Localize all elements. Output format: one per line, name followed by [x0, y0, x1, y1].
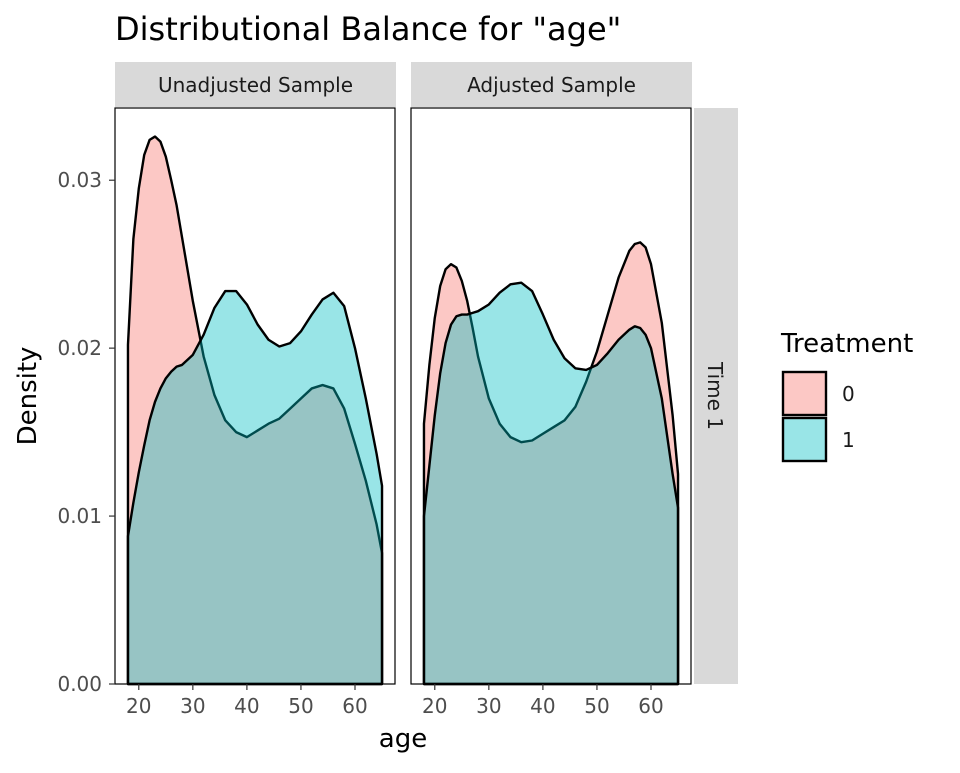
row-strip-bg	[694, 108, 738, 684]
x-tick-label: 20	[126, 694, 151, 718]
x-tick-label: 40	[234, 694, 259, 718]
x-tick-label: 60	[638, 694, 663, 718]
y-tick-label: 0.01	[57, 504, 102, 528]
strip-adjusted-label: Adjusted Sample	[467, 73, 636, 97]
legend-label-1: 1	[842, 428, 855, 452]
panel-unadjusted	[114, 107, 396, 686]
panel-border	[410, 107, 692, 685]
panel-background	[411, 108, 691, 684]
strip-unadjusted-bg	[115, 62, 396, 107]
x-axis-title: age	[379, 724, 427, 754]
y-axis-title: Density	[13, 347, 43, 446]
y-tick-label: 0.03	[57, 168, 102, 192]
x-axis-unadjusted: 20 30 40 50 60	[126, 684, 368, 718]
legend-swatch-1	[781, 416, 828, 463]
x-tick-label: 50	[584, 694, 609, 718]
x-tick-label: 60	[342, 694, 367, 718]
density-area-treatment-0	[126, 135, 384, 686]
y-tick-label: 0.02	[57, 336, 102, 360]
x-tick-label: 50	[288, 694, 313, 718]
legend: Treatment 0 1	[780, 329, 913, 463]
y-tick-label: 0.00	[57, 672, 102, 696]
density-area-treatment-0	[422, 241, 680, 686]
panel-adjusted	[410, 107, 692, 686]
legend-key-bg	[782, 417, 827, 462]
panel-background	[115, 108, 395, 684]
x-tick-label: 40	[530, 694, 555, 718]
x-tick-label: 30	[476, 694, 501, 718]
legend-swatch-0	[781, 370, 828, 417]
density-area-treatment-1	[126, 289, 384, 686]
panel-border	[114, 107, 396, 685]
strip-adjusted-bg	[411, 62, 692, 107]
row-strip-label: Time 1	[703, 361, 727, 430]
x-axis-adjusted: 20 30 40 50 60	[422, 684, 664, 718]
chart-title: Distributional Balance for "age"	[115, 10, 621, 48]
legend-key-bg	[782, 371, 827, 416]
legend-title: Treatment	[780, 329, 913, 359]
strip-unadjusted-label: Unadjusted Sample	[158, 73, 353, 97]
y-axis: 0.00 0.01 0.02 0.03	[57, 168, 115, 696]
density-area-treatment-1	[422, 281, 680, 686]
legend-label-0: 0	[842, 382, 855, 406]
x-tick-label: 20	[422, 694, 447, 718]
x-tick-label: 30	[180, 694, 205, 718]
